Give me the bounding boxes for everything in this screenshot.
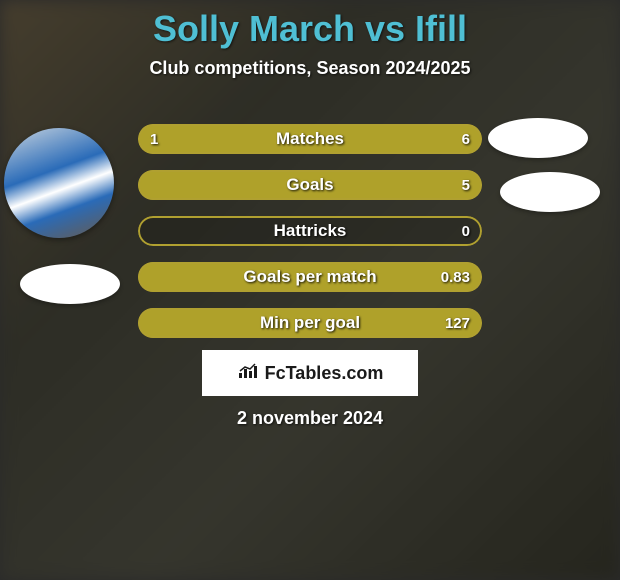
- page-subtitle: Club competitions, Season 2024/2025: [0, 58, 620, 79]
- stat-label: Min per goal: [138, 308, 482, 338]
- logo-label: FcTables.com: [265, 363, 384, 384]
- stat-value-right: 5: [462, 170, 470, 200]
- page-title: Solly March vs Ifill: [0, 0, 620, 50]
- comparison-card: Solly March vs Ifill Club competitions, …: [0, 0, 620, 580]
- stat-value-left: 1: [150, 124, 158, 154]
- stat-label: Goals: [138, 170, 482, 200]
- stat-value-right: 0: [462, 216, 470, 246]
- stat-bars-container: Matches1 6 Goals5 Hattricks0 Goals per match…: [138, 124, 482, 354]
- player2-club-badge-1: [488, 118, 588, 158]
- stat-bar-row: Min per goal127: [138, 308, 482, 338]
- stat-value-right: 127: [445, 308, 470, 338]
- stat-value-right: 6: [462, 124, 470, 154]
- stat-label: Hattricks: [138, 216, 482, 246]
- chart-icon: [237, 362, 259, 385]
- player1-avatar: [4, 128, 114, 238]
- player2-club-badge-2: [500, 172, 600, 212]
- player1-club-badge: [20, 264, 120, 304]
- stat-label: Goals per match: [138, 262, 482, 292]
- footer-date: 2 november 2024: [0, 408, 620, 429]
- stat-bar-row: Hattricks0: [138, 216, 482, 246]
- stat-label: Matches: [138, 124, 482, 154]
- player1-avatar-image: [4, 128, 114, 238]
- stat-bar-row: Goals5: [138, 170, 482, 200]
- stat-value-right: 0.83: [441, 262, 470, 292]
- stat-bar-row: Matches1 6: [138, 124, 482, 154]
- stat-bar-row: Goals per match0.83: [138, 262, 482, 292]
- fctables-logo: FcTables.com: [202, 350, 418, 396]
